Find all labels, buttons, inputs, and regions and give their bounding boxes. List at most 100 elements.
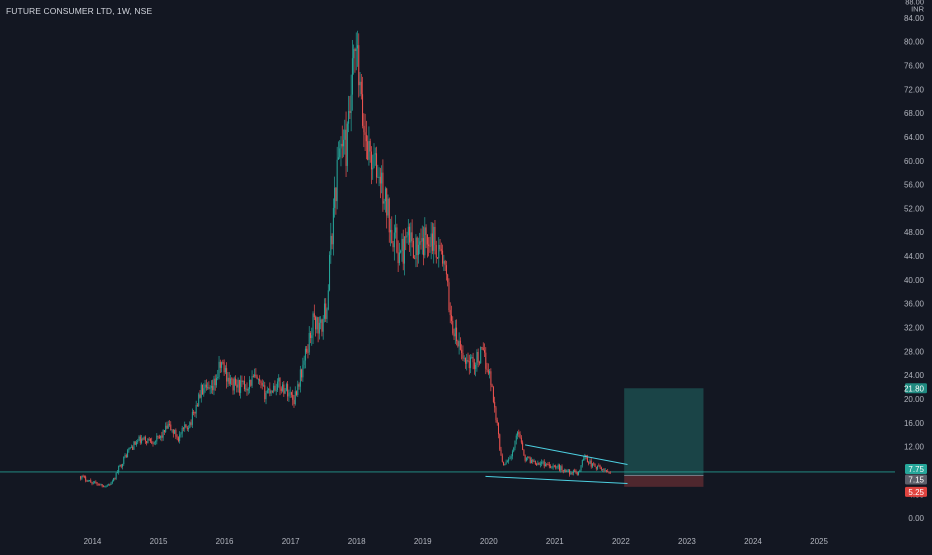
candle-body <box>176 436 178 438</box>
candle-body <box>459 340 461 350</box>
candle-body <box>452 320 454 334</box>
candle-body <box>146 441 148 444</box>
candle-body <box>600 467 602 470</box>
candle-body <box>537 462 539 465</box>
candle-body <box>508 459 510 462</box>
candle-body <box>142 438 144 440</box>
candle-body <box>356 45 358 49</box>
candle-body <box>184 424 186 429</box>
position-zones <box>624 388 704 487</box>
candle-body <box>167 424 169 429</box>
candle-body <box>359 81 361 86</box>
candle-body <box>365 134 367 142</box>
candle-body <box>468 360 470 369</box>
candle-body <box>448 282 450 311</box>
candle-body <box>429 245 431 247</box>
candle-body <box>495 407 497 421</box>
candle-body <box>327 290 329 310</box>
candle-body <box>392 243 394 248</box>
y-tick-label: 76.00 <box>904 62 925 71</box>
candle-body <box>165 425 167 432</box>
candle-body <box>509 458 511 460</box>
candle-body <box>232 379 234 391</box>
candle-body <box>106 485 108 487</box>
candle-body <box>368 141 370 160</box>
candle-body <box>189 422 191 429</box>
candle-body <box>572 470 574 474</box>
candle-body <box>593 463 595 465</box>
candle-body <box>598 465 600 467</box>
candle-body <box>475 364 477 369</box>
candle-body <box>289 392 291 394</box>
candle-body <box>109 484 111 486</box>
candle-body <box>383 201 385 204</box>
x-tick-label: 2015 <box>150 537 168 546</box>
candle-body <box>584 455 586 459</box>
x-tick-label: 2020 <box>480 537 498 546</box>
candle-body <box>204 384 206 389</box>
candle-body <box>135 442 137 445</box>
target-price-badge-bg <box>905 383 927 394</box>
candle-body <box>163 430 165 432</box>
candle-body <box>544 464 546 467</box>
candle-body <box>550 466 552 468</box>
candle-body <box>271 390 273 392</box>
candle-body <box>247 388 249 391</box>
current-price-badge: 7.75 <box>908 465 924 474</box>
candle-body <box>398 252 400 264</box>
candle-body <box>542 461 544 463</box>
candle-body <box>609 472 611 474</box>
candle-body <box>579 470 581 472</box>
candle-body <box>323 303 325 319</box>
candle-body <box>341 143 343 147</box>
candle-body <box>261 382 263 386</box>
candle-body <box>349 111 351 113</box>
candle-body <box>330 235 332 255</box>
candle-body <box>298 384 300 387</box>
candle-body <box>199 394 201 398</box>
candle-body <box>108 484 110 486</box>
candle-body <box>137 440 139 443</box>
x-tick-label: 2014 <box>84 537 102 546</box>
candle-body <box>81 475 83 479</box>
candle-body <box>605 470 607 472</box>
candle-body <box>374 153 376 155</box>
candle-body <box>235 378 237 385</box>
candle-body <box>321 319 323 332</box>
candle-body <box>303 360 305 365</box>
candle-body <box>250 379 252 386</box>
candle-body <box>215 378 217 386</box>
candle-body <box>431 233 433 251</box>
candle-body <box>445 265 447 275</box>
x-tick-label: 2018 <box>348 537 366 546</box>
candle-body <box>345 129 347 166</box>
candle-body <box>143 437 145 440</box>
candle-body <box>443 261 445 264</box>
candle-body <box>269 388 271 394</box>
candle-body <box>499 434 501 450</box>
candle-body <box>456 327 458 342</box>
candle-body <box>293 399 295 405</box>
candle-body <box>515 435 517 441</box>
candle-body <box>306 348 308 353</box>
candle-body <box>326 309 328 319</box>
candle-body <box>105 486 107 488</box>
candle-body <box>181 427 183 434</box>
candle-body <box>435 244 437 258</box>
candle-body <box>177 437 179 441</box>
candle-body <box>275 389 277 391</box>
candle-body <box>351 58 353 95</box>
candle-body <box>531 459 533 464</box>
candle-body <box>97 484 99 486</box>
candle-body <box>476 352 478 365</box>
candle-body <box>194 412 196 414</box>
y-tick-label: 68.00 <box>904 109 925 118</box>
candle-body <box>562 470 564 472</box>
candle-body <box>419 241 421 245</box>
candle-body <box>259 379 261 382</box>
candle-body <box>511 451 513 457</box>
candle-body <box>82 475 84 477</box>
candle-body <box>151 441 153 444</box>
